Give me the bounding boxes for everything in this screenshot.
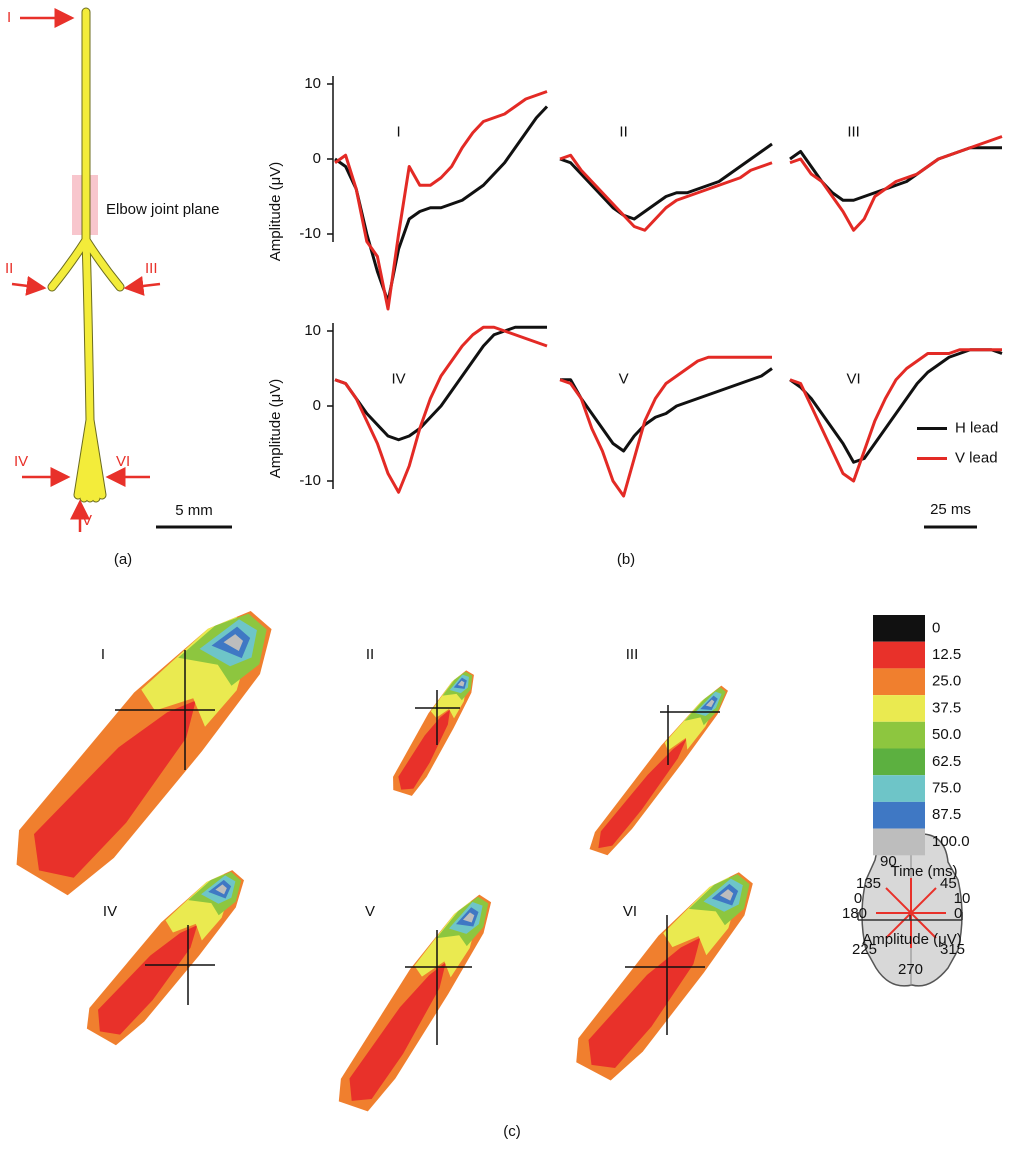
chart-title: V <box>619 370 629 387</box>
chart-title: IV <box>392 370 406 387</box>
colorbar-label: 75.0 <box>932 780 961 797</box>
contour-region <box>577 923 714 1079</box>
site-label: IV <box>14 453 28 470</box>
contour-map <box>77 857 257 1054</box>
colorbar-cell <box>873 722 925 749</box>
contour-region <box>340 953 458 1111</box>
chart-title: III <box>847 123 860 140</box>
contour-region <box>88 912 209 1044</box>
elbow-label: Elbow joint plane <box>106 201 219 218</box>
site-label: III <box>145 260 158 277</box>
contour-map <box>329 885 505 1120</box>
colorbar-cell <box>873 802 925 829</box>
map-label: III <box>626 646 639 663</box>
colorbar-label: 50.0 <box>932 726 961 743</box>
y-axis-label: Amplitude (μV) <box>267 379 284 479</box>
colorbar-cell <box>873 642 925 669</box>
chart-title: I <box>397 123 401 140</box>
colorbar-label: 0 <box>932 619 940 636</box>
contour-region <box>592 732 694 855</box>
site-label: II <box>5 260 13 277</box>
figure: I II III IV V VI Elbow joint plane 5 mm … <box>0 0 1024 1145</box>
site-label: V <box>82 512 92 529</box>
colorbar-cell <box>873 695 925 722</box>
chart-title: II <box>619 123 627 140</box>
amplitude-label: Amplitude (μV) <box>862 931 962 948</box>
contour-map <box>584 679 736 862</box>
colorbar-title: Time (ms) <box>891 863 958 880</box>
map-label: I <box>101 646 105 663</box>
time-scale-label: 25 ms <box>930 501 971 518</box>
legend-label: H lead <box>955 419 998 436</box>
caption: (b) <box>617 551 635 568</box>
y-tick-label: -10 <box>299 225 321 242</box>
site-label: VI <box>116 453 130 470</box>
map-label: VI <box>623 903 637 920</box>
chart-title: VI <box>847 370 861 387</box>
colorbar-label: 87.5 <box>932 806 961 823</box>
map-label: II <box>366 646 374 663</box>
legend-label: V lead <box>955 449 998 466</box>
colorbar-label: 100.0 <box>932 833 970 850</box>
y-tick-label: 0 <box>313 150 321 167</box>
contour-map <box>0 588 295 909</box>
colorbar-label: 12.5 <box>932 646 961 663</box>
nerve <box>52 12 120 498</box>
series-line <box>335 107 547 302</box>
amplitude-tick: 0 <box>854 890 862 907</box>
contour-region <box>393 704 457 795</box>
caption: (c) <box>503 1123 521 1140</box>
caption: (a) <box>114 551 132 568</box>
colorbar-label: 37.5 <box>932 699 961 716</box>
colorbar-cell <box>873 615 925 642</box>
colorbar-cell <box>873 829 925 856</box>
colorbar-cell <box>873 775 925 802</box>
y-tick-label: -10 <box>299 472 321 489</box>
y-tick-label: 10 <box>304 322 321 339</box>
contour-map <box>386 665 482 801</box>
series-line <box>790 137 1002 231</box>
series-line <box>790 350 1002 463</box>
map-label: V <box>365 903 375 920</box>
y-axis-label: Amplitude (μV) <box>267 162 284 262</box>
map-label: IV <box>103 903 117 920</box>
series-line <box>335 92 547 310</box>
colorbar-cell <box>873 668 925 695</box>
colorbar-label: 25.0 <box>932 673 961 690</box>
series-line <box>560 357 772 496</box>
series-line <box>790 148 1002 201</box>
series-line <box>560 369 772 452</box>
scale-label: 5 mm <box>175 502 213 519</box>
amplitude-tick: 10 <box>954 890 971 907</box>
series-line <box>335 327 547 492</box>
y-tick-label: 0 <box>313 397 321 414</box>
y-tick-label: 10 <box>304 75 321 92</box>
colorbar-label: 62.5 <box>932 753 961 770</box>
site-label: I <box>7 9 11 26</box>
angle-label: 270 <box>898 961 923 978</box>
colorbar-cell <box>873 749 925 776</box>
